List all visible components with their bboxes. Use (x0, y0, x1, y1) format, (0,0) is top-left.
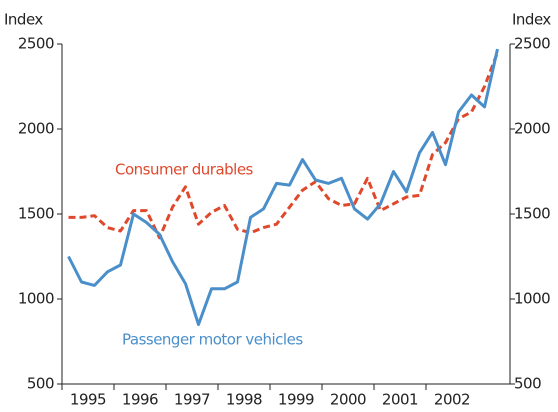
series-label: Passenger motor vehicles (122, 331, 303, 349)
x-tick-label: 1998 (226, 391, 262, 409)
y-tick-label: 2000 (18, 120, 54, 138)
x-tick-label: 1996 (122, 391, 158, 409)
x-tick-label: 1995 (70, 391, 106, 409)
series-line (68, 51, 499, 240)
x-tick-label: 2002 (434, 391, 470, 409)
y-tick-label: 500 (27, 375, 54, 393)
x-tick-label: 1999 (278, 391, 314, 409)
series-label: Consumer durables (115, 161, 254, 179)
y2-tick-label: 2000 (514, 120, 550, 138)
series-line (67, 48, 499, 326)
x-tick-label: 2000 (330, 391, 366, 409)
x-tick-label: 1997 (174, 391, 210, 409)
y2-axis-label: Index (512, 11, 551, 29)
y-axis-label: Index (4, 11, 43, 29)
x-tick-label: 2001 (382, 391, 418, 409)
y2-tick-label: 500 (514, 375, 541, 393)
y-tick-label: 1500 (18, 205, 54, 223)
y2-tick-label: 1500 (514, 205, 550, 223)
y2-tick-label: 1000 (514, 290, 550, 308)
y-tick-label: 1000 (18, 290, 54, 308)
y2-tick-label: 2500 (514, 35, 550, 53)
y-tick-label: 2500 (18, 35, 54, 53)
